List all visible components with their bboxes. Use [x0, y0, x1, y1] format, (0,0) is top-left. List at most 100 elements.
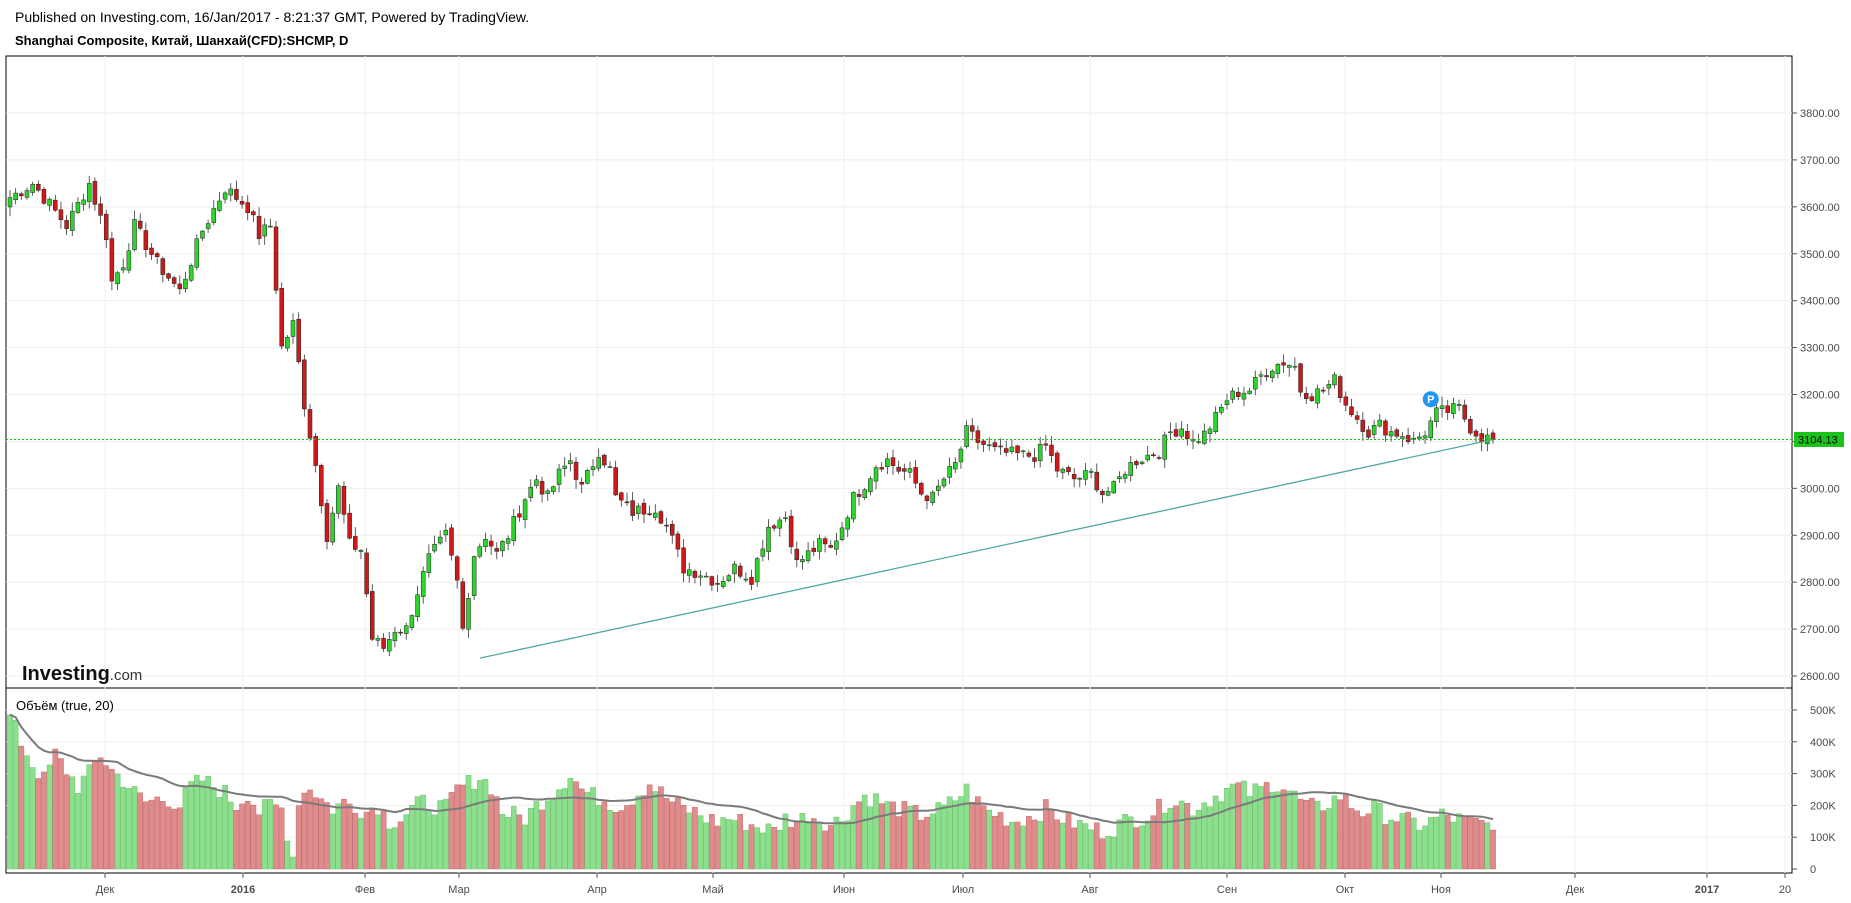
- candle-body: [1394, 429, 1400, 437]
- candle-body: [285, 336, 290, 349]
- volume-bar-up: [1207, 806, 1213, 870]
- candle-body: [890, 457, 896, 466]
- volume-bar-up: [839, 821, 845, 870]
- volume-bar-up: [1269, 792, 1276, 870]
- candle-down: [1043, 434, 1049, 451]
- candle-up: [1332, 371, 1337, 389]
- volume-bar-up: [131, 786, 138, 870]
- candle-body: [1286, 365, 1292, 368]
- marker-label: P: [1427, 394, 1434, 406]
- candle-up: [420, 566, 426, 604]
- candle-up: [13, 188, 18, 205]
- candle-body: [1168, 431, 1173, 434]
- candle-down: [619, 491, 624, 507]
- candle-up: [262, 218, 267, 245]
- candle-down: [1236, 387, 1241, 401]
- candle-body: [771, 525, 777, 529]
- candle-body: [75, 202, 81, 213]
- candle-body: [998, 445, 1003, 448]
- volume-bar-down: [369, 809, 376, 870]
- candle-down: [573, 456, 579, 489]
- volume-bar-down: [324, 802, 330, 870]
- candle-down: [919, 481, 924, 496]
- candle-up: [1315, 384, 1320, 409]
- volume-moving-average: [9, 713, 1494, 825]
- volume-bar-up: [375, 814, 381, 870]
- volume-bar-up: [720, 817, 726, 870]
- candle-down: [681, 539, 686, 583]
- candle-body: [1122, 474, 1128, 479]
- candle-up: [1292, 357, 1298, 371]
- candle-down: [341, 481, 347, 524]
- candle-body: [585, 469, 590, 484]
- candle-body: [539, 481, 545, 495]
- volume-bar-down: [573, 781, 579, 870]
- candle-body: [307, 409, 313, 439]
- volume-bar-up: [1037, 821, 1043, 870]
- volume-bar-up: [437, 800, 443, 870]
- candle-body: [811, 547, 817, 552]
- volume-bar-up: [584, 791, 591, 870]
- volume-bar-down: [578, 788, 585, 870]
- candle-body: [47, 198, 52, 206]
- candle-up: [183, 271, 188, 293]
- candle-down: [1032, 448, 1037, 468]
- candle-body: [641, 502, 647, 515]
- candle-body: [194, 238, 200, 268]
- candle-down: [302, 354, 307, 417]
- candle-down: [970, 418, 975, 441]
- candle-up: [403, 622, 409, 640]
- candle-body: [873, 467, 879, 482]
- volume-bar-up: [590, 787, 596, 870]
- candle-body: [454, 556, 460, 581]
- volume-bar-down: [165, 806, 172, 870]
- volume-bar-up: [120, 786, 127, 870]
- trendline[interactable]: [479, 438, 1494, 659]
- volume-bar-up: [907, 805, 913, 870]
- volume-bar-up: [1105, 836, 1111, 870]
- candle-body: [992, 442, 998, 448]
- candle-body: [1400, 436, 1405, 439]
- volume-title: Объём (true, 20): [16, 698, 114, 713]
- volume-bar-down: [1048, 809, 1055, 870]
- candle-up: [228, 183, 234, 202]
- volume-axis: 500K 400K 300K 200K 100K 0: [1792, 705, 1836, 876]
- marker-badge[interactable]: P: [1422, 391, 1439, 408]
- candle-up: [964, 420, 969, 449]
- candle-up: [75, 197, 81, 215]
- volume-bar-up: [782, 813, 789, 870]
- candle-body: [653, 512, 658, 518]
- volume-bar-up: [1410, 817, 1417, 870]
- volume-bar-up: [1082, 823, 1089, 870]
- last-price-label: 3104.13: [1798, 434, 1838, 446]
- volume-bar-up: [210, 787, 217, 870]
- candle-body: [1360, 419, 1366, 432]
- candle-down: [794, 541, 800, 568]
- candle-up: [851, 491, 856, 523]
- volume-bar-up: [1139, 825, 1145, 870]
- candle-body: [947, 465, 952, 478]
- candle-body: [347, 512, 352, 539]
- volume-bar-down: [1467, 815, 1474, 870]
- candle-up: [1377, 413, 1383, 428]
- candle-up: [1439, 396, 1445, 418]
- investing-logo: Investing.com: [22, 663, 142, 685]
- time-tick-label: Июл: [952, 884, 974, 896]
- candle-down: [670, 520, 675, 544]
- price-tick-label: 3000.00: [1800, 483, 1840, 495]
- volume-bar-up: [861, 794, 868, 870]
- candle-body: [602, 454, 607, 466]
- candle-down: [1298, 362, 1303, 397]
- volume-bar-down: [1156, 798, 1162, 870]
- candle-body: [698, 575, 703, 578]
- volume-bar-down: [1235, 782, 1242, 870]
- volume-bar-up: [7, 714, 13, 870]
- candle-body: [624, 501, 630, 504]
- candle-body: [19, 193, 24, 197]
- candle-up: [636, 502, 641, 520]
- time-tick-label: 2017: [1695, 884, 1719, 896]
- volume-bar-up: [1450, 821, 1457, 870]
- candle-up: [551, 485, 556, 495]
- candle-body: [109, 238, 115, 282]
